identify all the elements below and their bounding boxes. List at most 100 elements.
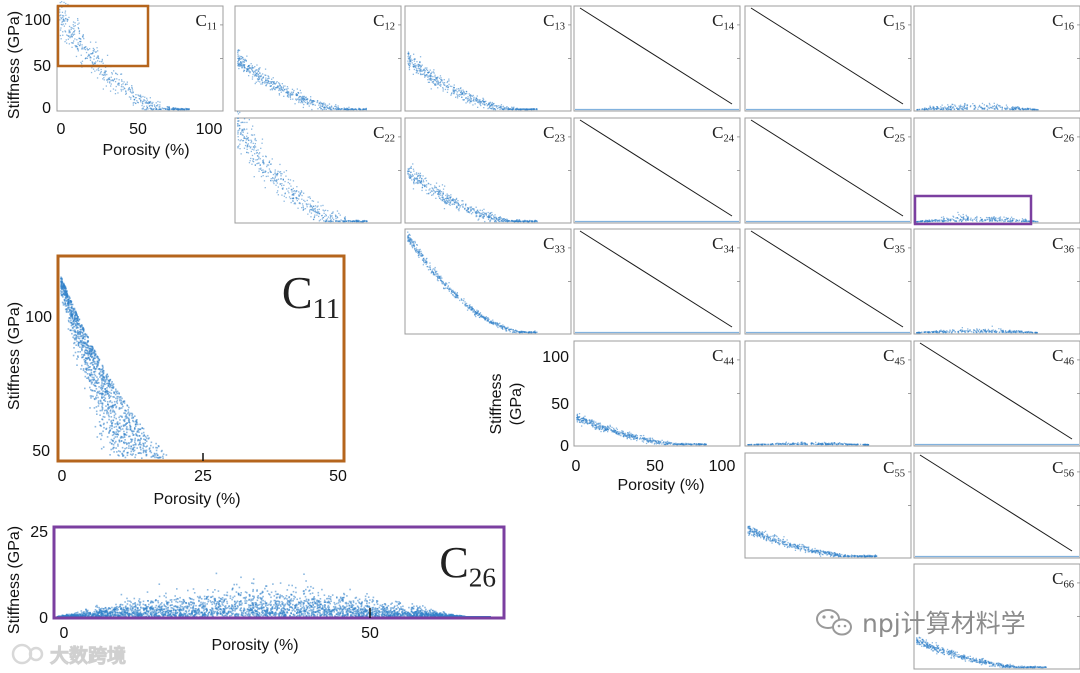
panel-c34: C34 <box>573 228 741 335</box>
panel-frame <box>913 117 1080 224</box>
panel-frame <box>404 228 572 335</box>
watermark-right: npj计算材料学 <box>816 609 1026 638</box>
panel-label-c34: C34 <box>712 234 735 256</box>
panel-c35: C35 <box>744 228 912 335</box>
y-axis-label-unit: (GPa) <box>508 383 525 426</box>
panel-frame <box>913 5 1080 112</box>
data-points <box>747 441 870 446</box>
panel-label-c55: C55 <box>883 458 905 480</box>
panel-frame <box>404 5 572 112</box>
y-tick: 50 <box>551 396 569 413</box>
panel-frame <box>913 340 1080 447</box>
c44-axes: 100 50 00 50 100 Porosity (%) Stiffness (GPa) <box>488 349 735 494</box>
panel-frame <box>913 563 1080 670</box>
data-points <box>60 276 168 459</box>
panel-c25: C25 <box>744 117 912 224</box>
zero-line <box>579 119 733 217</box>
y-axis-label: Stiffness (GPa) <box>6 302 23 410</box>
x-axis-label: Porosity (%) <box>153 491 240 508</box>
panel-frame <box>573 228 741 335</box>
panel-c16: C16 <box>913 5 1080 112</box>
panel-label-c26: C26 <box>1052 123 1074 145</box>
data-points <box>237 49 367 111</box>
panel-label-c44: C44 <box>712 346 735 368</box>
x-tick: 0 <box>57 121 66 138</box>
panel-frame <box>234 5 402 112</box>
c26-highlight-box <box>913 194 1033 226</box>
panel-label-c11: C11 <box>196 11 217 33</box>
c11-zoom-inset: C11 100 50 0 25 50 Porosity (%) Stiffness (GPa) <box>6 254 347 508</box>
data-points <box>916 102 1039 111</box>
panel-c22: C22 <box>234 111 402 224</box>
y-tick: 0 <box>39 610 48 627</box>
panel-c26: C26 <box>913 117 1080 224</box>
panel-label-c23: C23 <box>543 123 565 145</box>
c11-highlight-box <box>56 4 150 68</box>
panel-frame <box>744 340 912 447</box>
x-tick: 50 <box>361 625 379 642</box>
y-axis-label: Stiffness (GPa) <box>6 526 23 634</box>
panel-c14: C14 <box>573 5 741 112</box>
c26-zoom-label: C26 <box>439 538 496 593</box>
data-points <box>407 163 538 223</box>
panel-label-c24: C24 <box>712 123 735 145</box>
panel-label-c45: C45 <box>883 346 905 368</box>
y-tick: 50 <box>33 58 51 75</box>
panel-frame <box>573 117 741 224</box>
data-points <box>407 231 538 334</box>
c26-zoom-inset: C26 25 00 50 Porosity (%) Stiffness (GPa) <box>6 524 506 654</box>
panel-label-c25: C25 <box>883 123 905 145</box>
panel-c13: C13 <box>404 5 572 112</box>
zero-line <box>750 119 904 217</box>
data-points <box>916 636 1047 669</box>
panel-label-c56: C56 <box>1052 458 1074 480</box>
brand-icon <box>11 643 44 665</box>
panel-label-c15: C15 <box>883 11 905 33</box>
y-axis-label: Stiffness <box>488 373 505 434</box>
panel-c45: C45 <box>744 340 912 447</box>
x-tick: 0 <box>58 468 67 485</box>
x-axis-label: Porosity (%) <box>211 637 298 654</box>
x-tick: 0 <box>572 458 581 475</box>
c11-axes: 100 50 00 50 100 Porosity (%) Stiffness (GPa) <box>6 11 222 159</box>
x-tick: 100 <box>709 458 736 475</box>
data-points <box>916 325 1038 334</box>
panel-c11: C11 <box>56 1 224 112</box>
data-points <box>237 111 368 223</box>
x-tick: 25 <box>194 468 212 485</box>
panel-label-c22: C22 <box>373 123 395 145</box>
y-tick: 100 <box>25 309 52 326</box>
data-points <box>59 1 190 111</box>
y-tick: 100 <box>24 12 51 29</box>
panel-label-c12: C12 <box>373 11 395 33</box>
panel-label-c36: C36 <box>1052 234 1074 256</box>
panel-c36: C36 <box>913 228 1080 335</box>
data-points <box>576 413 707 446</box>
y-tick: 50 <box>32 443 50 460</box>
panel-label-c33: C33 <box>543 234 565 256</box>
x-tick: 50 <box>129 121 147 138</box>
x-axis-label: Porosity (%) <box>617 477 704 494</box>
zero-line <box>579 7 733 105</box>
watermark-left: 大数跨境 <box>11 643 126 667</box>
panel-label-c16: C16 <box>1052 11 1074 33</box>
zero-line <box>750 230 904 328</box>
c11-zoom-label: C11 <box>282 267 340 325</box>
panel-frame <box>56 5 224 112</box>
panel-c12: C12 <box>234 5 402 112</box>
panel-grid: C11 C12 C13 C14 C15 C16 C22 C23 C24 C25 C26 C33 C34 C… <box>6 1 1080 670</box>
zero-line <box>579 230 733 328</box>
panel-c15: C15 <box>744 5 912 112</box>
panel-c55: C55 <box>744 452 912 559</box>
y-tick: 25 <box>30 524 48 541</box>
panel-c23: C23 <box>404 117 572 224</box>
data-points <box>407 51 538 111</box>
wechat-icon <box>816 609 852 636</box>
panel-label-c13: C13 <box>543 11 565 33</box>
panel-frame <box>744 5 912 112</box>
zero-line <box>750 7 904 105</box>
y-tick: 0 <box>560 438 569 455</box>
zoom-insets: C11 100 50 0 25 50 Porosity (%) Stiffness (GPa)… <box>6 254 506 654</box>
panel-c46: C46 <box>913 340 1080 447</box>
